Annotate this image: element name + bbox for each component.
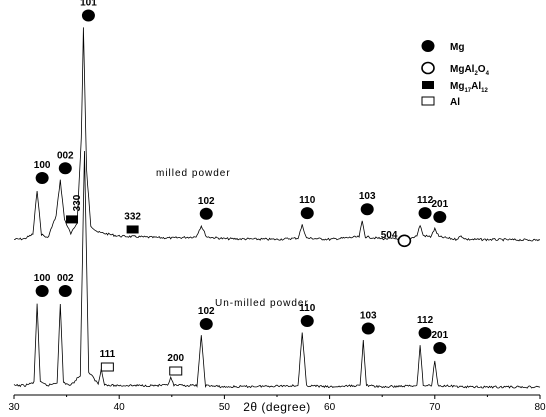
legend-subscript: 17 <box>464 88 471 94</box>
peak-label: 002 <box>57 150 74 161</box>
peak-annotation-5: 102 <box>198 196 215 220</box>
x-tick-label: 30 <box>8 402 20 413</box>
x-axis-label: 2θ (degree) <box>243 400 311 414</box>
legend-marker-open-circle <box>421 61 435 75</box>
x-tick-label: 70 <box>429 402 441 413</box>
legend-label: MgAl2O4 <box>450 64 490 77</box>
peak-annotation-3: 330 <box>66 194 83 224</box>
marker-open-circle <box>397 234 412 248</box>
peak-label: 504 <box>381 230 398 241</box>
series-line-0 <box>13 27 541 242</box>
legend-entry-0: Mg <box>421 40 464 53</box>
marker-filled-circle <box>418 327 432 339</box>
marker-filled-circle <box>35 285 49 297</box>
peak-annotation-10: 201 <box>431 199 449 223</box>
peak-label: 100 <box>34 273 51 284</box>
peak-annotation-7: 103 <box>359 191 376 216</box>
legend-label: Mg17Al12 <box>450 81 488 94</box>
legend-subscript: 12 <box>481 88 488 94</box>
peak-label: 110 <box>299 303 316 314</box>
peak-annotation-8: 504 <box>381 230 412 248</box>
series-label-1: Un-milled powder <box>215 298 309 309</box>
marker-open-square <box>100 362 114 372</box>
peak-label: 102 <box>198 306 215 317</box>
peak-label: 103 <box>359 191 376 202</box>
x-tick-label: 40 <box>114 402 126 413</box>
legend-label: Al <box>450 97 460 108</box>
marker-filled-circle <box>360 203 374 216</box>
peak-label: 200 <box>167 353 184 364</box>
marker-filled-circle <box>300 207 314 220</box>
marker-filled-circle <box>58 162 72 175</box>
marker-filled-circle <box>433 342 447 354</box>
peak-annotation-6: 110 <box>299 195 316 220</box>
peak-label: 102 <box>198 196 215 207</box>
peak-annotation-12: 002 <box>57 273 74 297</box>
peak-annotation-11: 100 <box>34 273 51 297</box>
x-tick-label: 50 <box>219 402 231 413</box>
peak-annotation-2: 101 <box>80 0 97 22</box>
peak-annotation-19: 201 <box>431 330 449 354</box>
marker-filled-circle <box>35 172 49 184</box>
x-tick-label: 80 <box>534 402 546 413</box>
legend-label-mid: O <box>478 64 486 75</box>
peak-label: 330 <box>72 194 83 211</box>
peak-annotation-13: 111 <box>100 349 116 372</box>
marker-filled-circle <box>433 211 447 223</box>
peak-annotation-14: 200 <box>167 353 185 376</box>
legend-label: Mg <box>450 42 464 53</box>
marker-filled-circle <box>81 9 95 22</box>
marker-filled-circle <box>199 318 213 330</box>
x-axis: 30 40 50 60 70 80 <box>8 394 546 413</box>
legend-entry-3: Al <box>421 96 460 108</box>
marker-filled-circle <box>418 207 432 220</box>
peak-label: 201 <box>431 199 448 210</box>
peak-annotation-18: 112 <box>417 315 434 339</box>
peak-annotation-4: 332 <box>124 211 141 234</box>
legend-subscript: 4 <box>486 71 490 77</box>
legend-subscript: 2 <box>474 71 478 77</box>
x-tick-label: 60 <box>324 402 336 413</box>
marker-filled-circle <box>199 207 213 220</box>
legend-marker-filled-square <box>422 81 434 89</box>
peak-annotation-1: 002 <box>57 150 74 175</box>
peak-label: 103 <box>360 311 377 322</box>
legend-entry-2: Mg17Al12 <box>422 81 488 94</box>
peak-annotation-16: 110 <box>299 303 316 327</box>
marker-filled-square <box>66 215 79 224</box>
series-label-0: milled powder <box>156 168 231 179</box>
peak-label: 002 <box>57 273 74 284</box>
legend-label-mid: Al <box>471 81 481 92</box>
peak-annotation-0: 100 <box>34 160 51 184</box>
peak-label: 101 <box>80 0 97 9</box>
peak-label: 100 <box>34 160 51 171</box>
legend-marker-open-square <box>421 96 435 106</box>
marker-open-square <box>169 366 183 376</box>
series-labels: milled powder Un-milled powder <box>156 168 309 309</box>
marker-filled-square <box>126 225 139 234</box>
peak-annotation-15: 102 <box>198 306 215 330</box>
series-line-1 <box>13 150 541 389</box>
legend-marker-filled-circle <box>421 40 435 52</box>
peak-label: 112 <box>417 195 434 206</box>
peak-label: 201 <box>431 330 448 341</box>
marker-filled-circle <box>58 285 72 297</box>
peak-label: 332 <box>124 211 141 222</box>
legend-entry-1: MgAl2O4 <box>421 61 490 77</box>
marker-filled-circle <box>300 315 314 327</box>
peak-annotation-17: 103 <box>360 311 377 335</box>
marker-filled-circle <box>361 322 375 335</box>
peak-label: 110 <box>299 195 316 206</box>
peak-label: 112 <box>417 315 434 326</box>
peak-label: 111 <box>100 349 116 360</box>
peak-annotation-9: 112 <box>417 195 434 220</box>
